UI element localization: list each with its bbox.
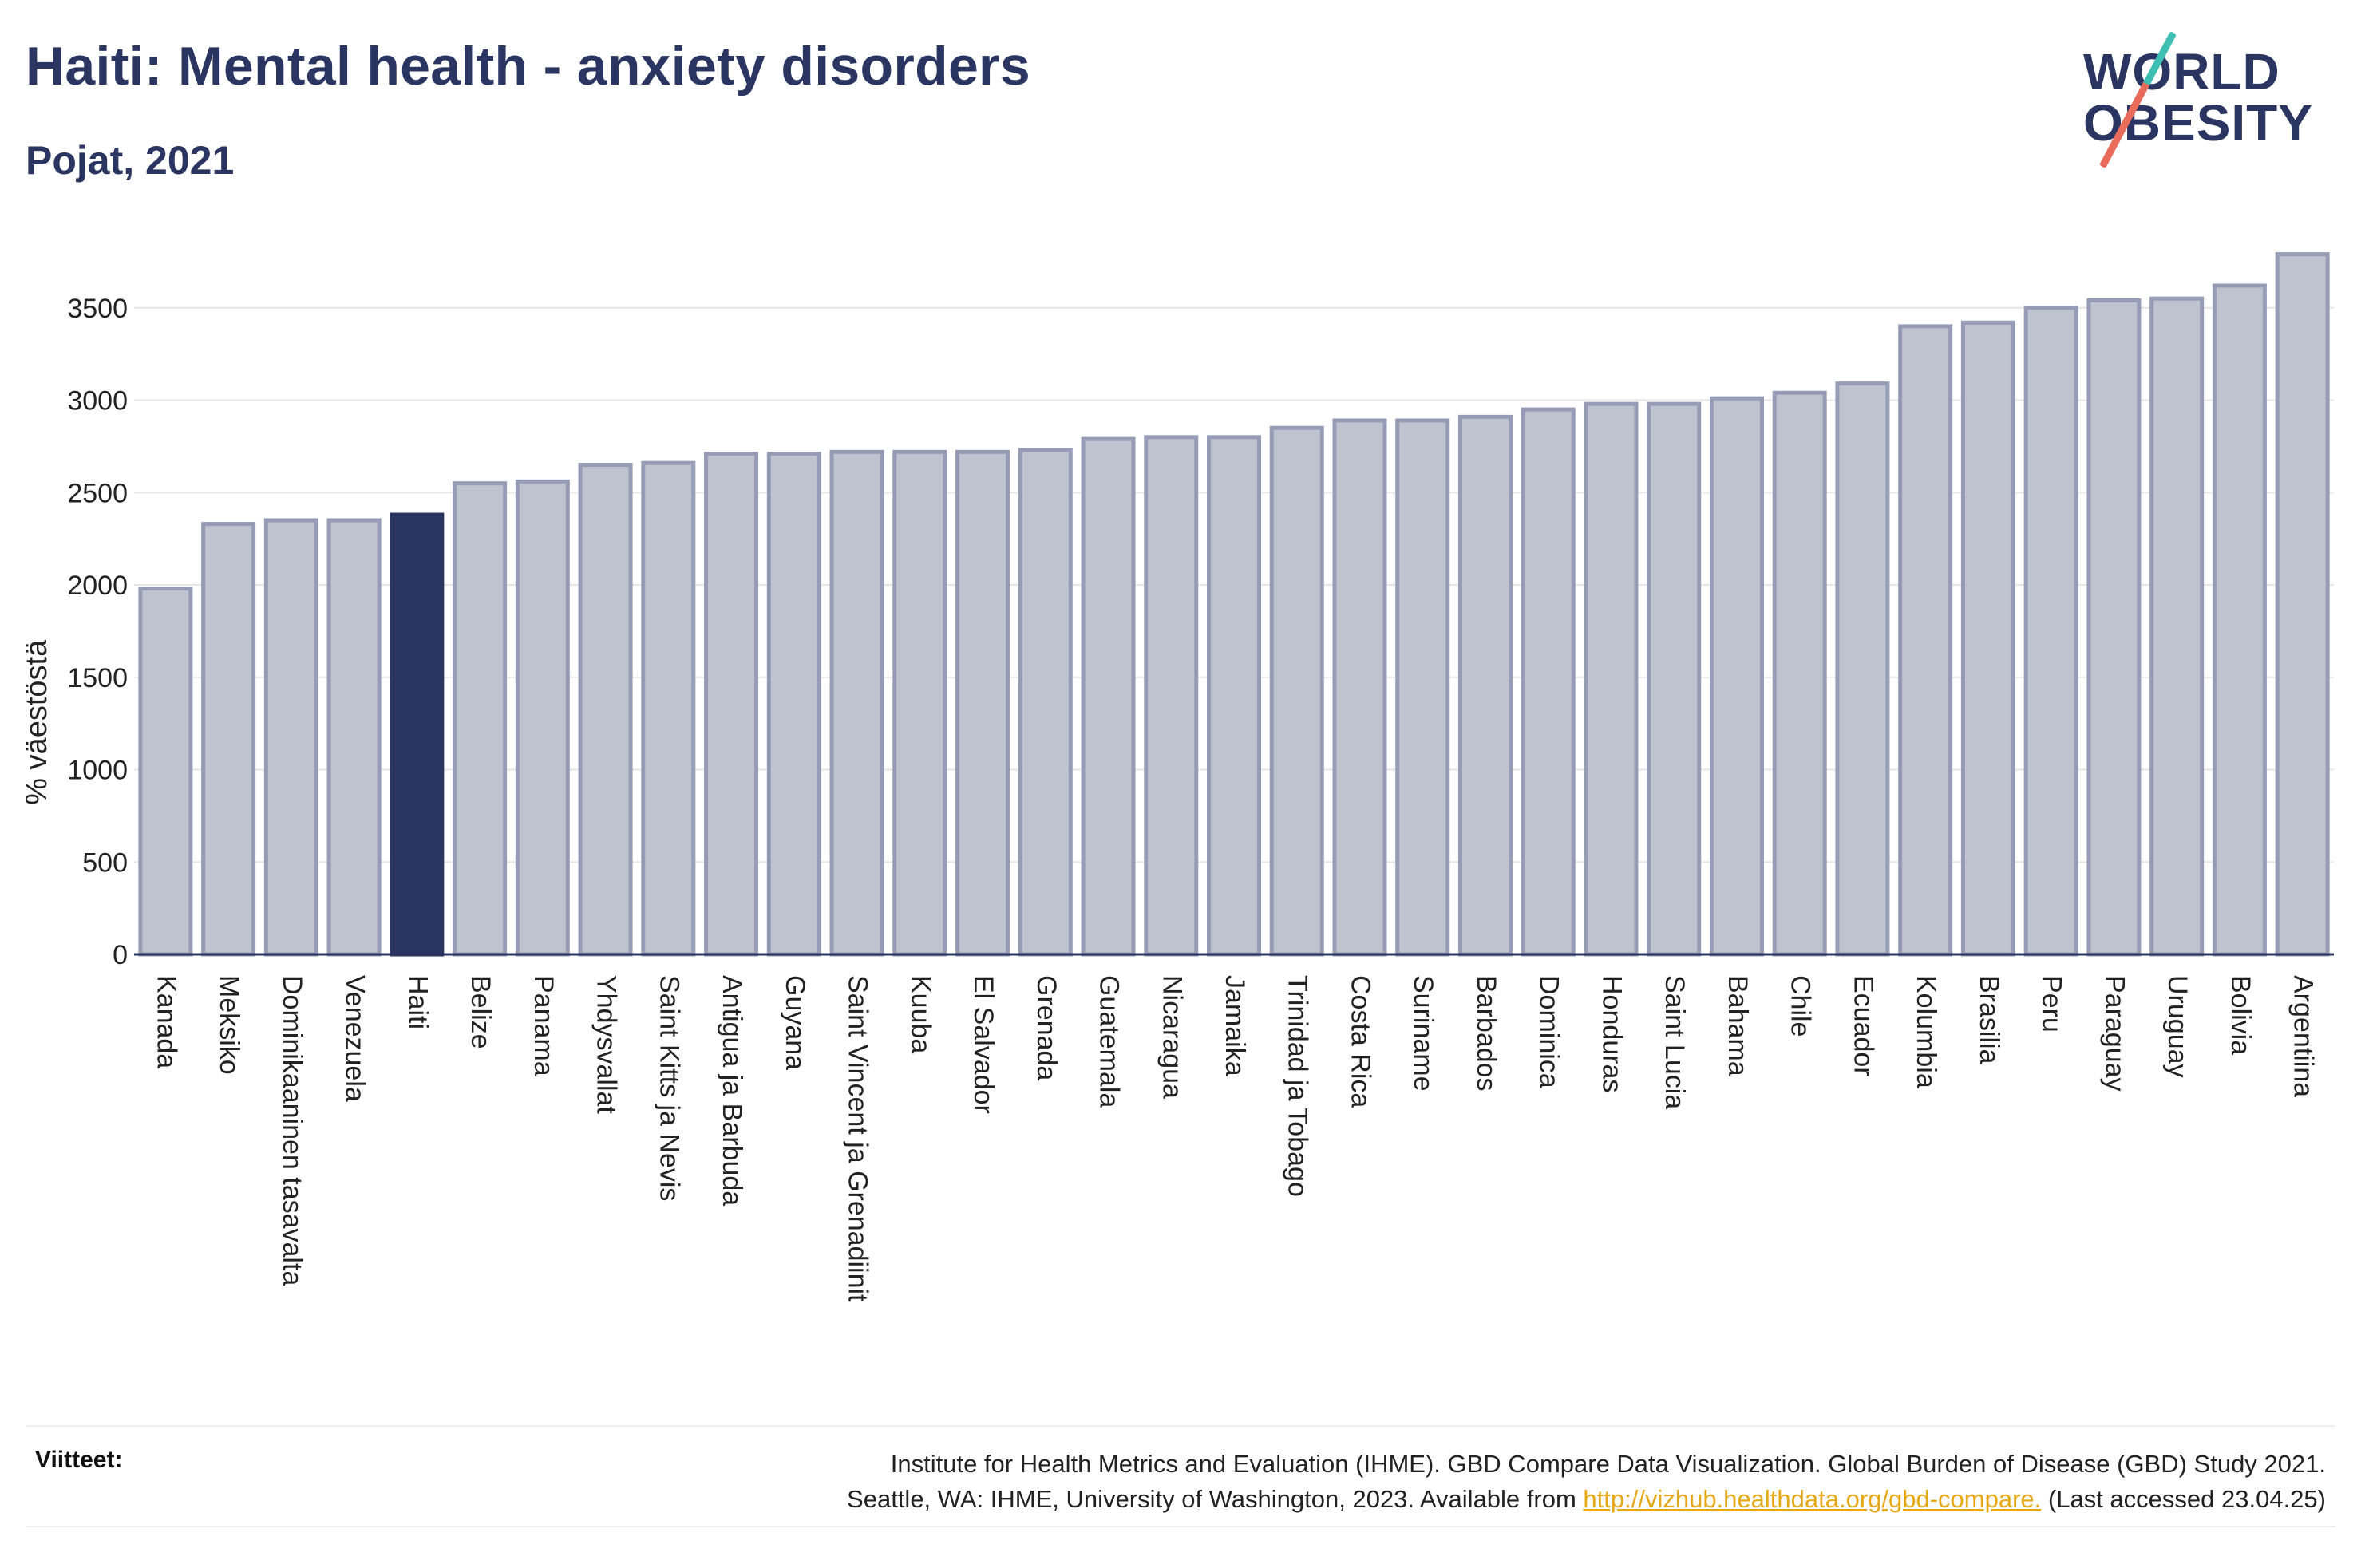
- x-tick-label: Guatemala: [1094, 975, 1125, 1108]
- x-tick-label: Kolumbia: [1911, 975, 1941, 1088]
- y-tick-label: 1500: [67, 663, 128, 693]
- bar-bahama: [1709, 396, 1764, 957]
- references-line-1: Institute for Health Metrics and Evaluat…: [890, 1450, 2326, 1478]
- x-tick-label: Paraguay: [2099, 975, 2130, 1092]
- world-obesity-logo: WORLD OBESITY: [2083, 22, 2347, 168]
- bar-trinidad-ja-tobago: [1269, 425, 1324, 957]
- references-line-2-post: (Last accessed 23.04.25): [2041, 1485, 2326, 1513]
- x-tick-label: Dominica: [1534, 975, 1564, 1088]
- bar-haiti: [390, 512, 445, 957]
- bar-costa-rica: [1332, 418, 1387, 957]
- chart-title: Haiti: Mental health - anxiety disorders: [26, 36, 1030, 97]
- bar-kuuba: [892, 449, 947, 957]
- footer-divider-top: [26, 1425, 2335, 1427]
- y-tick-label: 2000: [67, 571, 128, 601]
- y-axis-ticks: 0 500 1000 1500 2000 2500 3000 3500: [67, 294, 128, 970]
- bar-grenada: [1018, 448, 1073, 957]
- logo-word-world: WORLD: [2083, 43, 2280, 101]
- references-label: Viitteet:: [35, 1447, 123, 1473]
- chart-subtitle: Pojat, 2021: [26, 138, 235, 183]
- y-tick-label: 0: [113, 940, 128, 970]
- x-tick-label: Ecuador: [1848, 975, 1878, 1076]
- bar-guatemala: [1081, 436, 1136, 957]
- x-tick-label: Argentiina: [2288, 975, 2319, 1097]
- x-tick-label: Dominikaaninen tasavalta: [277, 975, 307, 1286]
- x-tick-label: Yhdysvallat: [591, 975, 622, 1114]
- bar-el-salvador: [955, 449, 1010, 957]
- bars: [138, 252, 2330, 957]
- x-tick-label: Grenada: [1031, 975, 1062, 1080]
- x-tick-label: Kuuba: [905, 975, 935, 1053]
- x-axis-labels: Kanada Meksiko Dominikaaninen tasavalta Ven…: [151, 975, 2318, 1302]
- bar-nicaragua: [1144, 435, 1199, 957]
- x-tick-label: Peru: [2037, 975, 2067, 1033]
- y-tick-label: 2500: [67, 478, 128, 508]
- bar-jamaika: [1207, 435, 1261, 957]
- bar-belize: [453, 481, 508, 957]
- bar-bolivia: [2212, 283, 2267, 957]
- bar-saint-kitts-ja-nevis: [641, 460, 696, 957]
- x-tick-label: Barbados: [1471, 975, 1501, 1092]
- bar-chile: [1772, 390, 1827, 957]
- x-tick-label: Saint Vincent ja Grenadiinit: [843, 975, 873, 1302]
- bar-dominikaaninen-tasavalta: [263, 518, 318, 957]
- references-link[interactable]: http://vizhub.healthdata.org/gbd-compare…: [1583, 1485, 2042, 1513]
- x-tick-label: Saint Kitts ja Nevis: [654, 975, 684, 1201]
- x-tick-label: Meksiko: [214, 975, 244, 1075]
- y-axis-label: % väestöstä: [20, 639, 53, 805]
- bar-venezuela: [326, 518, 382, 957]
- y-tick-label: 1000: [67, 756, 128, 786]
- bar-antigua-ja-barbuda: [704, 452, 759, 957]
- x-tick-label: Haiti: [402, 975, 433, 1029]
- x-tick-label: Belize: [465, 975, 496, 1049]
- x-tick-label: El Salvador: [968, 975, 999, 1114]
- x-tick-label: Brasilia: [1974, 975, 2004, 1064]
- bar-saint-vincent-ja-grenadiinit: [829, 449, 884, 957]
- bar-kanada: [138, 587, 193, 957]
- x-tick-label: Bahama: [1722, 975, 1753, 1076]
- references-text: Institute for Health Metrics and Evaluat…: [847, 1447, 2326, 1517]
- bar-saint-lucia: [1647, 401, 1702, 957]
- x-tick-label: Honduras: [1596, 975, 1627, 1092]
- bar-yhdysvallat: [578, 463, 633, 957]
- bar-dominica: [1521, 407, 1576, 957]
- footer-divider-bottom: [26, 1526, 2335, 1527]
- x-tick-label: Panama: [528, 975, 559, 1076]
- bar-paraguay: [2086, 298, 2142, 957]
- x-tick-label: Kanada: [151, 975, 181, 1068]
- bar-argentiina: [2275, 252, 2330, 957]
- x-tick-label: Uruguay: [2162, 975, 2193, 1078]
- bar-suriname: [1395, 418, 1450, 957]
- references-line-2: Seattle, WA: IHME, University of Washing…: [847, 1482, 2326, 1517]
- x-tick-label: Jamaika: [1220, 975, 1250, 1076]
- y-tick-label: 3000: [67, 386, 128, 417]
- x-tick-label: Venezuela: [340, 975, 370, 1102]
- bar-guyana: [766, 452, 821, 957]
- bar-kolumbia: [1898, 324, 1953, 957]
- y-tick-label: 500: [82, 847, 128, 878]
- references-line-2-pre: Seattle, WA: IHME, University of Washing…: [847, 1485, 1584, 1513]
- bar-barbados: [1457, 414, 1513, 957]
- bar-meksiko: [201, 522, 256, 957]
- bar-honduras: [1584, 401, 1639, 957]
- bar-ecuador: [1835, 381, 1890, 957]
- x-tick-label: Costa Rica: [1345, 975, 1375, 1108]
- bar-chart: 0 500 1000 1500 2000 2500 3000 3500 Kanada Meksi…: [20, 252, 2334, 1302]
- x-tick-label: Nicaragua: [1157, 975, 1187, 1099]
- bar-panama: [515, 479, 570, 957]
- y-tick-label: 3500: [67, 294, 128, 324]
- x-tick-label: Guyana: [780, 975, 810, 1070]
- x-tick-label: Antigua ja Barbuda: [717, 975, 747, 1206]
- x-tick-label: Trinidad ja Tobago: [1283, 975, 1313, 1197]
- bar-brasilia: [1960, 320, 2015, 957]
- x-tick-label: Saint Lucia: [1659, 975, 1690, 1109]
- x-tick-label: Chile: [1786, 975, 1816, 1037]
- x-tick-label: Bolivia: [2225, 975, 2256, 1055]
- bar-uruguay: [2149, 296, 2205, 957]
- bar-peru: [2023, 306, 2078, 957]
- x-tick-label: Suriname: [1408, 975, 1438, 1092]
